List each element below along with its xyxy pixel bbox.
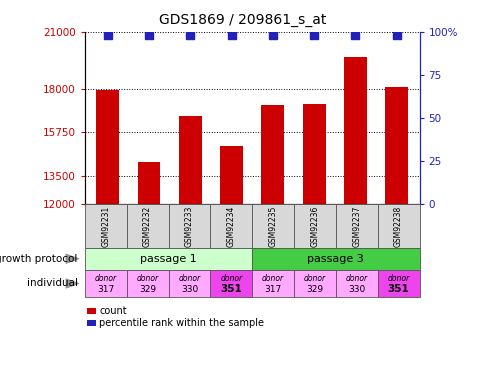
Text: 351: 351 [220, 285, 242, 294]
Text: percentile rank within the sample: percentile rank within the sample [99, 318, 264, 327]
Bar [96, 90, 119, 204]
Text: donor: donor [261, 274, 284, 283]
Text: donor: donor [178, 274, 200, 283]
Text: GSM92238: GSM92238 [393, 206, 402, 247]
Text: 329: 329 [139, 285, 156, 294]
Text: donor: donor [345, 274, 367, 283]
Text: GSM92231: GSM92231 [101, 206, 110, 247]
Text: individual: individual [27, 279, 77, 288]
Text: donor: donor [387, 274, 409, 283]
Text: GSM92233: GSM92233 [184, 205, 194, 247]
Bar [179, 116, 201, 204]
Text: 330: 330 [348, 285, 364, 294]
Text: passage 3: passage 3 [307, 254, 363, 264]
Point [310, 32, 318, 38]
Bar [137, 162, 160, 204]
Text: passage 1: passage 1 [140, 254, 197, 264]
Text: donor: donor [303, 274, 325, 283]
Text: growth protocol: growth protocol [0, 254, 77, 264]
Text: GSM92237: GSM92237 [351, 205, 361, 247]
Text: 329: 329 [306, 285, 323, 294]
Point [145, 32, 152, 38]
Text: 330: 330 [181, 285, 197, 294]
Point [351, 32, 359, 38]
Text: 317: 317 [97, 285, 114, 294]
Text: GSM92234: GSM92234 [227, 205, 235, 247]
Text: 351: 351 [387, 285, 408, 294]
Point [227, 32, 235, 38]
Text: GSM92232: GSM92232 [143, 206, 152, 247]
Point [186, 32, 194, 38]
Text: GSM92236: GSM92236 [310, 205, 319, 247]
Bar [344, 57, 366, 204]
Text: GDS1869 / 209861_s_at: GDS1869 / 209861_s_at [158, 13, 326, 27]
Text: donor: donor [136, 274, 158, 283]
Text: donor: donor [94, 274, 117, 283]
Text: 317: 317 [264, 285, 281, 294]
Text: count: count [99, 306, 127, 316]
Point [104, 32, 111, 38]
Point [392, 32, 400, 38]
Bar [220, 146, 242, 204]
Bar [302, 104, 325, 204]
Text: donor: donor [220, 274, 242, 283]
Text: GSM92235: GSM92235 [268, 205, 277, 247]
Point [269, 32, 276, 38]
Bar [385, 87, 408, 204]
Bar [261, 105, 284, 204]
